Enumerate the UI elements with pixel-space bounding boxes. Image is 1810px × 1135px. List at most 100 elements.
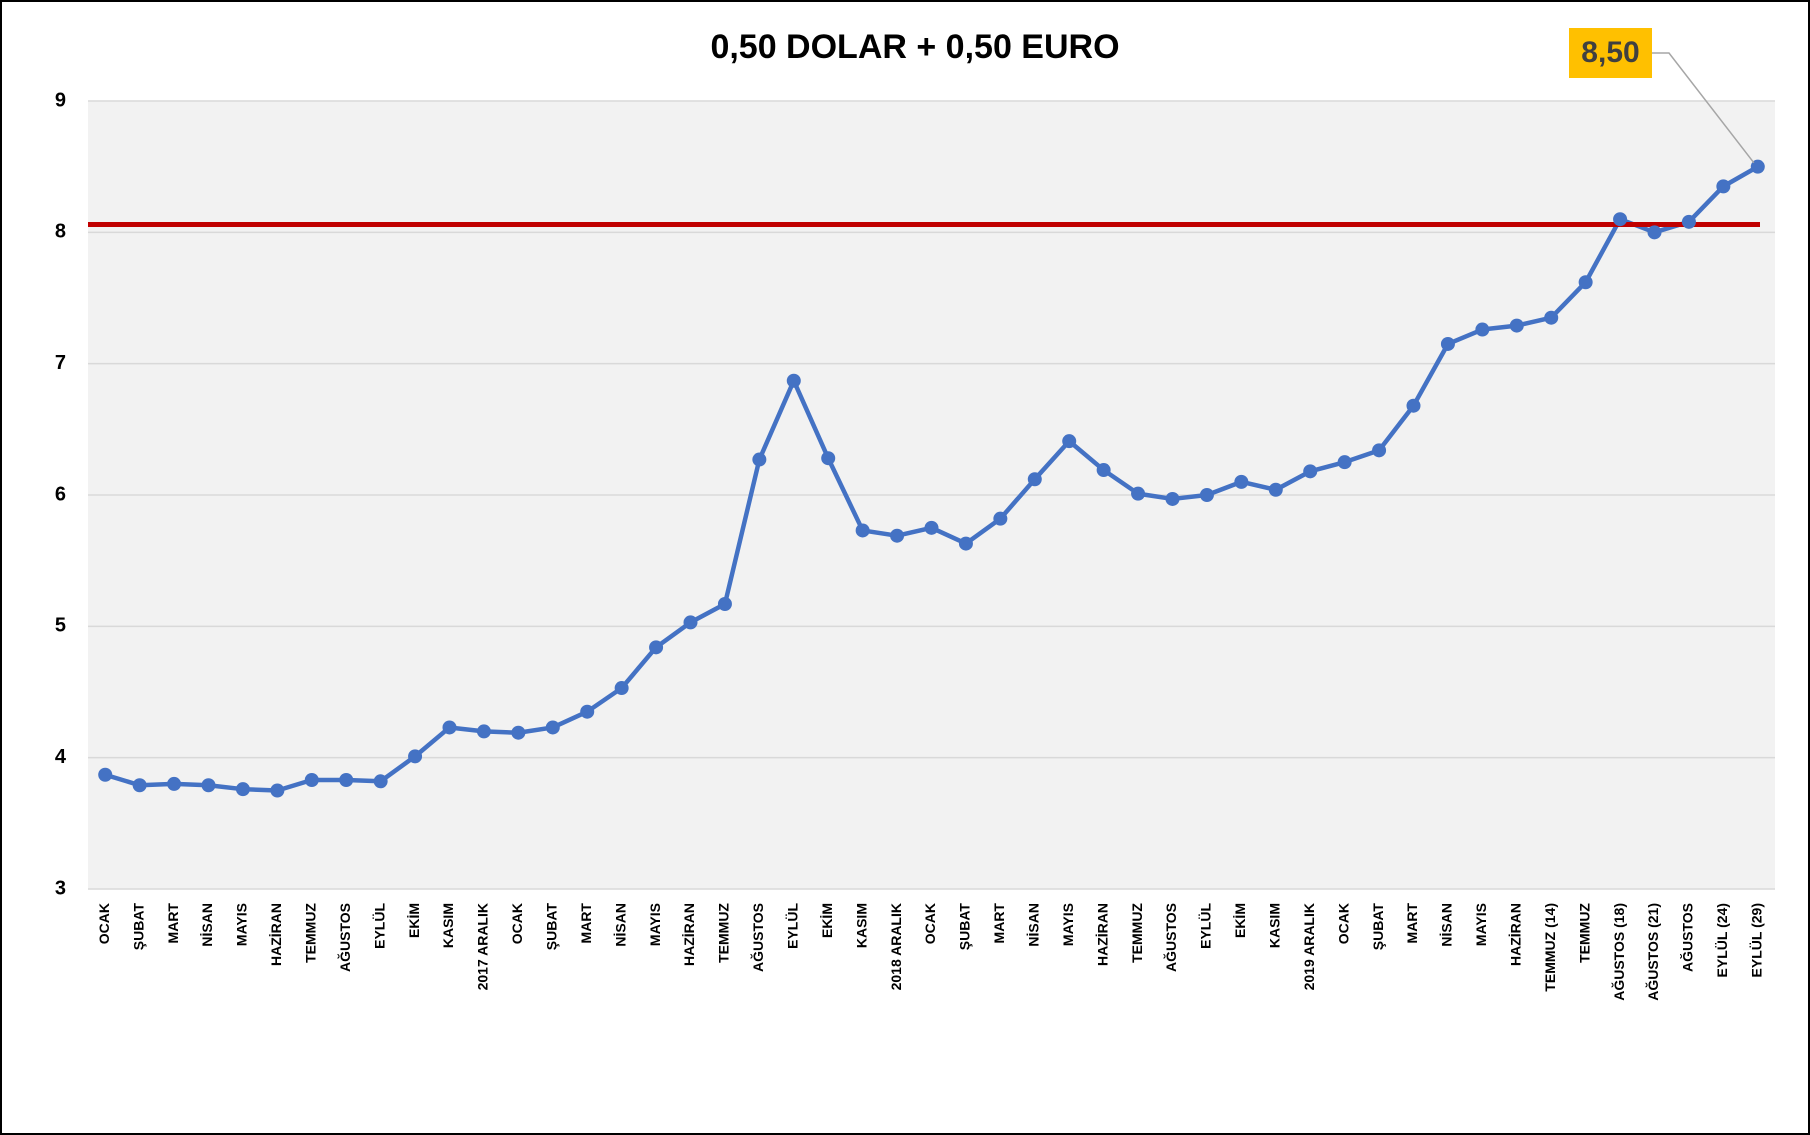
x-tick-label: MART — [991, 903, 1007, 944]
x-tick-label: AĞUSTOS — [1162, 903, 1179, 972]
chart-title: 0,50 DOLAR + 0,50 EURO — [710, 28, 1119, 66]
x-tick-label: HAZİRAN — [1094, 903, 1110, 966]
x-tick-label: ŞUBAT — [957, 903, 973, 951]
data-point — [924, 520, 939, 535]
x-tick-label: NİSAN — [1025, 903, 1041, 947]
x-tick-label: KASIM — [440, 903, 456, 948]
data-point — [1681, 214, 1696, 229]
data-point — [1131, 486, 1146, 501]
data-point — [1440, 336, 1455, 351]
data-point — [1406, 398, 1421, 413]
x-tick-label: HAZİRAN — [681, 903, 697, 966]
data-point — [683, 615, 698, 630]
data-point — [1199, 488, 1214, 502]
x-tick-label: 2017 ARALIK — [475, 903, 491, 990]
x-tick-label: AĞUSTOS — [336, 903, 353, 972]
data-point — [1475, 322, 1490, 337]
x-tick-label: AĞUSTOS (18) — [1610, 903, 1627, 1001]
callout-box — [1569, 28, 1652, 78]
data-point — [717, 597, 732, 612]
data-point — [580, 704, 595, 719]
data-point — [1544, 310, 1559, 325]
x-tick-label: HAZİRAN — [1507, 903, 1523, 966]
data-point — [855, 523, 870, 538]
x-tick-label: EYLÜL — [1198, 903, 1214, 949]
x-tick-label: MAYIS — [1473, 903, 1489, 946]
data-point — [270, 783, 285, 798]
data-point — [235, 782, 250, 797]
x-tick-label: EKİM — [819, 903, 835, 938]
x-tick-label: MAYIS — [1060, 903, 1076, 946]
x-tick-label: TEMMUZ — [1576, 903, 1592, 963]
x-tick-label: TEMMUZ — [1129, 903, 1145, 963]
data-point — [545, 720, 560, 735]
data-point — [201, 778, 216, 793]
x-tick-label: TEMMUZ (14) — [1542, 903, 1558, 992]
data-point — [1647, 225, 1662, 240]
data-point — [1062, 434, 1077, 449]
data-point — [821, 451, 836, 466]
data-point — [304, 772, 319, 787]
x-tick-label: EKİM — [1232, 903, 1248, 938]
x-tick-label: KASIM — [853, 903, 869, 948]
y-tick-label: 6 — [55, 483, 66, 505]
data-point — [1303, 464, 1318, 479]
x-tick-label: ŞUBAT — [1370, 903, 1386, 951]
data-point — [1234, 474, 1249, 489]
x-tick-label: EYLÜL — [784, 903, 800, 949]
data-point — [1268, 482, 1283, 497]
data-point — [786, 373, 801, 388]
data-point — [167, 776, 182, 791]
x-tick-label: NİSAN — [612, 903, 628, 947]
x-tick-label: AĞUSTOS — [749, 903, 766, 972]
x-tick-label: TEMMUZ — [716, 903, 732, 963]
x-tick-label: MART — [165, 903, 181, 944]
y-tick-label: 3 — [55, 877, 66, 899]
data-point — [1096, 463, 1111, 478]
data-point — [614, 681, 629, 696]
data-point — [752, 452, 767, 467]
x-tick-label: KASIM — [1266, 903, 1282, 948]
y-tick-label: 7 — [55, 352, 66, 374]
data-point — [890, 528, 905, 543]
x-tick-label: EYLÜL (29) — [1748, 903, 1764, 977]
data-point — [993, 511, 1008, 526]
x-tick-label: OCAK — [922, 903, 938, 944]
callout-leader — [1652, 52, 1755, 164]
data-point — [1372, 443, 1387, 458]
data-point — [511, 725, 526, 740]
x-tick-label: EKİM — [406, 903, 422, 938]
y-tick-label: 4 — [55, 746, 67, 768]
data-point — [1165, 491, 1180, 506]
data-point — [1613, 212, 1628, 227]
x-tick-label: 2019 ARALIK — [1301, 903, 1317, 990]
data-point — [1716, 179, 1731, 194]
x-tick-label: OCAK — [509, 903, 525, 944]
data-point — [476, 724, 491, 739]
x-tick-label: OCAK — [1335, 903, 1351, 944]
x-tick-label: AĞUSTOS (21) — [1644, 903, 1661, 1001]
y-tick-label: 8 — [55, 221, 66, 243]
x-tick-label: ŞUBAT — [130, 903, 146, 951]
y-tick-label: 9 — [55, 89, 66, 111]
data-point — [1027, 472, 1042, 487]
x-tick-label: TEMMUZ — [302, 903, 318, 963]
data-point — [132, 778, 147, 793]
x-tick-label: ŞUBAT — [543, 903, 559, 951]
x-tick-label: EYLÜL (24) — [1714, 903, 1730, 977]
x-tick-label: MART — [578, 903, 594, 944]
data-point — [98, 767, 113, 782]
x-tick-label: OCAK — [96, 903, 112, 944]
x-tick-label: MAYIS — [647, 903, 663, 946]
value-label: 8,50 — [1581, 36, 1639, 69]
data-point — [339, 772, 354, 787]
x-tick-label: HAZİRAN — [268, 903, 284, 966]
data-point — [442, 720, 457, 735]
data-point — [408, 749, 423, 764]
x-tick-label: MART — [1404, 903, 1420, 944]
x-tick-label: AĞUSTOS — [1679, 903, 1696, 972]
x-tick-label: NİSAN — [199, 903, 215, 947]
data-point — [649, 640, 664, 655]
x-tick-label: MAYIS — [234, 903, 250, 946]
